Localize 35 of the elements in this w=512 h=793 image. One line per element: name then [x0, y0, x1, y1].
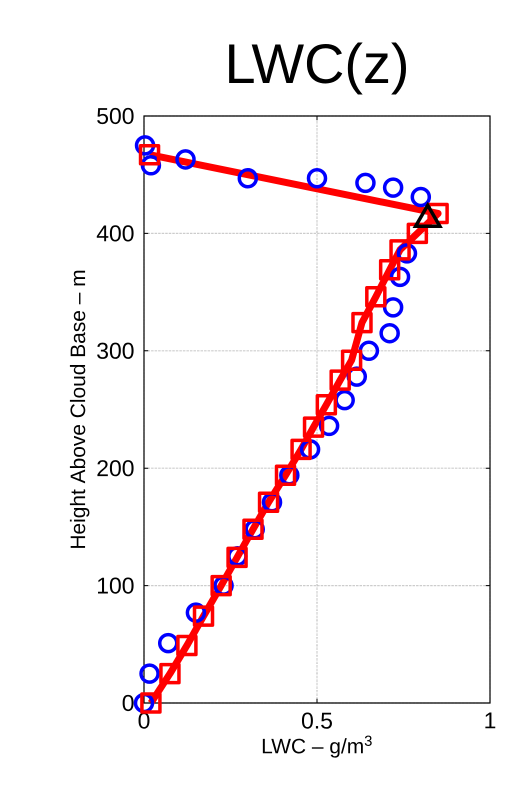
point	[316, 394, 338, 416]
point	[159, 662, 181, 684]
point	[258, 491, 280, 513]
point	[410, 186, 432, 208]
point	[139, 663, 160, 684]
x-axis-title: LWC – g/m$^{3}$	[262, 736, 372, 758]
point	[379, 322, 400, 344]
point	[378, 259, 400, 281]
y-tick-label: 300	[97, 342, 134, 359]
point	[355, 172, 376, 194]
point	[138, 144, 160, 166]
point	[306, 168, 328, 188]
chart-title: LWC(z)	[229, 42, 406, 94]
y-tick-label: 400	[96, 225, 134, 242]
y-tick-label: 200	[97, 460, 134, 476]
point	[192, 605, 214, 627]
y-tick-label: 100	[98, 577, 134, 594]
x-tick-label: 1	[485, 712, 496, 728]
point	[176, 634, 198, 656]
point	[329, 369, 351, 391]
point	[290, 438, 312, 460]
y-axis-title: Height Above Cloud Base – m	[70, 270, 90, 548]
point	[140, 692, 162, 714]
point	[238, 168, 258, 188]
y-tick-label: 0	[122, 694, 134, 712]
point	[365, 286, 387, 308]
y-tick-label: 500	[97, 108, 134, 124]
point	[351, 312, 373, 334]
point	[274, 464, 296, 486]
x-tick-label: 0.5	[302, 712, 332, 729]
point	[175, 149, 196, 170]
point	[382, 177, 404, 198]
point	[389, 239, 411, 261]
point	[340, 349, 362, 371]
point	[302, 416, 324, 438]
